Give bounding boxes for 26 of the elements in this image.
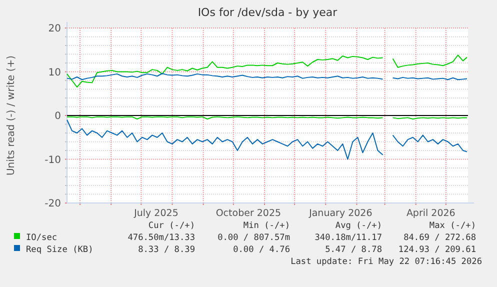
- y-tick-label: -10: [44, 154, 61, 166]
- text: 8.33 / 8.39: [138, 245, 195, 255]
- text: 0.00 / 4.76: [233, 245, 290, 255]
- x-tick-label: October 2025: [216, 208, 282, 219]
- text: Cur (-/+): [148, 221, 195, 231]
- x-tick-label: January 2026: [308, 208, 372, 219]
- text: Avg (-/+): [335, 221, 382, 231]
- y-tick-label: 20: [48, 24, 61, 34]
- legend-label: IO/sec: [26, 233, 58, 243]
- text: 84.69 / 272.68: [404, 233, 476, 243]
- x-tick-label: July 2025: [133, 208, 178, 219]
- legend-label: Req Size (KB): [26, 245, 94, 255]
- text: 476.50m/13.33: [128, 233, 195, 243]
- text: Last update: Fri May 22 07:16:45 2026: [290, 257, 482, 267]
- text: 340.18m/11.17: [314, 233, 382, 243]
- y-axis-title: Units read (-) / write (+): [6, 55, 17, 176]
- text: Max (-/+): [429, 221, 476, 231]
- chart-title: IOs for /dev/sda - by year: [198, 6, 338, 19]
- text: Min (-/+): [243, 221, 290, 231]
- y-tick-label: -20: [44, 198, 61, 210]
- y-tick-label: 0: [54, 111, 61, 122]
- x-tick-label: April 2026: [406, 208, 456, 219]
- y-tick-label: 10: [48, 67, 61, 78]
- text: 124.93 / 209.61: [398, 245, 476, 255]
- text: 0.00 / 807.57m: [218, 233, 290, 243]
- text: 5.47 / 8.78: [325, 245, 382, 255]
